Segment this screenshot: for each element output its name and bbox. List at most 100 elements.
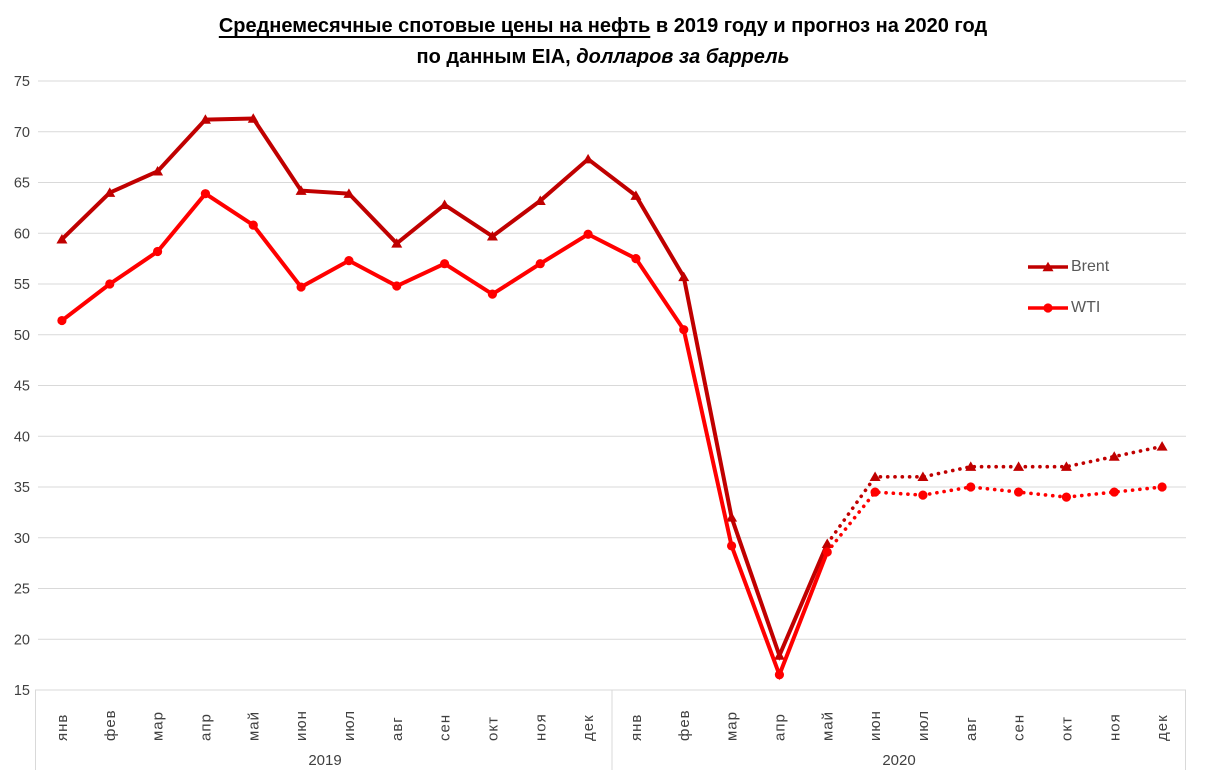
y-axis-labels: 75 70 65 60 55 50 45 40 35 30 25 20 15 (14, 74, 30, 699)
x-axis-month-label: окт (1058, 716, 1075, 741)
wti-data-point (1109, 487, 1119, 497)
chart-title: Среднемесячные спотовые цены на нефть в … (0, 11, 1206, 73)
legend-item-wti: WTI (1028, 299, 1109, 316)
x-axis-month-label: фев (676, 709, 693, 741)
x-axis-month-label: авг (963, 716, 980, 741)
x-axis-month-label: сен (1011, 714, 1028, 741)
wti-data-point (535, 259, 545, 269)
brent-data-point (1156, 441, 1168, 451)
brent-data-point (678, 271, 690, 282)
y-axis-tick-label: 25 (14, 582, 30, 598)
x-axis-month-label: ноя (1106, 713, 1123, 741)
x-axis-month-label: янв (628, 714, 645, 741)
brent-data-point (152, 166, 164, 176)
wti-swatch-marker (1043, 302, 1053, 313)
x-axis-year-label: 2020 (882, 752, 915, 769)
brent-data-point (917, 471, 929, 482)
brent-data-point (869, 471, 881, 482)
wti-data-point (679, 325, 689, 335)
x-axis-labels: янв фев мар апр май июн июл авг сен окт ноя дек 2019… (54, 709, 1171, 769)
brent-data-point (534, 195, 546, 205)
x-axis-month-label: сен (437, 714, 454, 741)
brent-line-forecast (825, 444, 1164, 546)
x-axis-month-label: май (245, 711, 262, 741)
y-axis-tick-label: 20 (14, 632, 30, 648)
y-axis-tick-label: 65 (14, 176, 30, 192)
legend-item-brent: Brent (1028, 258, 1109, 275)
y-axis-tick-label: 30 (14, 531, 30, 547)
x-axis-month-label: мар (150, 711, 167, 741)
wti-line-marker-icon (1028, 302, 1068, 313)
x-axis-month-label: мар (724, 711, 741, 741)
y-axis-tick-label: 60 (14, 226, 30, 242)
x-axis-month-label: июл (915, 710, 932, 741)
brent-swatch-marker (1042, 261, 1054, 271)
title-line2: по данным EIA, долларов за баррель (0, 42, 1206, 73)
brent-data-point (726, 512, 738, 522)
brent-data-point (773, 650, 785, 660)
x-axis-year-label: 2019 (308, 752, 341, 769)
wti-data-point (1061, 492, 1072, 502)
wti-markers (57, 189, 1167, 680)
brent-data-point (1108, 451, 1120, 461)
wti-data-point (1013, 487, 1024, 497)
legend-label-wti: WTI (1071, 299, 1101, 316)
brent-data-point (582, 153, 594, 164)
brent-data-point (295, 185, 307, 195)
wti-data-point (583, 229, 593, 239)
x-axis-month-label: июн (293, 710, 310, 741)
gridlines (38, 80, 1186, 691)
wti-data-point (248, 220, 258, 230)
brent-data-point (391, 238, 403, 248)
x-axis-month-label: май (819, 711, 836, 741)
x-axis-month-label: авг (389, 716, 406, 741)
x-axis-month-label: апр (771, 713, 788, 741)
brent-data-point (1013, 461, 1025, 471)
title-line2-lead: по данным EIA, (416, 46, 571, 68)
brent-data-point (199, 114, 211, 124)
wti-data-point (966, 482, 976, 492)
y-axis-tick-label: 40 (14, 429, 30, 445)
wti-data-point (870, 487, 880, 497)
x-axis-month-label: фев (102, 709, 119, 741)
title-underlined-part: Среднемесячные спотовые цены на нефть (218, 15, 651, 37)
brent-data-point (247, 113, 259, 123)
brent-data-point (965, 461, 977, 471)
y-axis-tick-label: 55 (14, 277, 30, 293)
wti-data-point (822, 547, 832, 557)
wti-line-forecast (825, 485, 1164, 554)
x-axis-month-label: июн (867, 710, 884, 741)
wti-data-point (152, 246, 163, 257)
brent-data-point (439, 199, 451, 210)
category-dividers (35, 690, 1186, 770)
brent-data-point (630, 190, 642, 200)
wti-data-point (344, 256, 354, 266)
wti-data-point (296, 282, 306, 292)
wti-data-point (918, 490, 928, 500)
brent-data-point (486, 230, 498, 241)
wti-data-point (200, 189, 211, 199)
wti-data-point (774, 670, 785, 680)
brent-line-actual (59, 116, 830, 662)
wti-data-point (105, 279, 115, 289)
wti-data-point (1157, 482, 1167, 492)
legend: Brent WTI (1028, 258, 1109, 316)
title-line2-italic: долларов за баррель (570, 46, 790, 68)
x-axis-month-label: дек (1154, 714, 1171, 741)
y-axis-tick-label: 15 (14, 683, 30, 699)
wti-data-point (57, 315, 67, 326)
y-axis-tick-label: 70 (14, 125, 30, 141)
brent-data-point (343, 188, 355, 198)
y-axis-tick-label: 75 (14, 74, 30, 90)
wti-data-point (487, 289, 498, 299)
title-line1: Среднемесячные спотовые цены на нефть в … (0, 11, 1206, 42)
wti-data-point (726, 541, 737, 551)
wti-data-point (439, 259, 450, 269)
brent-series (56, 113, 1168, 662)
wti-data-point (392, 281, 402, 291)
title-line1-rest: в 2019 году и прогноз на 2020 год (650, 15, 988, 37)
y-axis-tick-label: 35 (14, 480, 30, 496)
brent-markers (56, 113, 1168, 660)
x-axis-month-label: дек (580, 714, 597, 741)
